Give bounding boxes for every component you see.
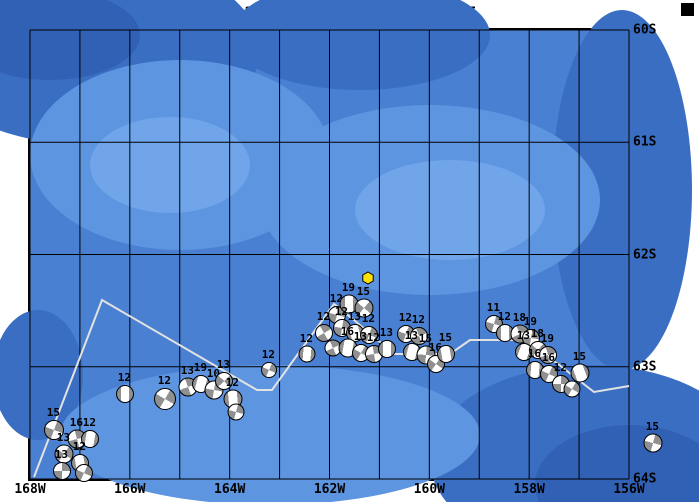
beachball-icon: [261, 362, 277, 378]
magnitude-label: 15: [572, 349, 586, 363]
beachball-icon: [44, 420, 64, 440]
magnitude-label: 13: [180, 363, 194, 377]
magnitude-label: 16: [428, 341, 442, 354]
beachball-icon: [227, 403, 245, 421]
x-tick-label: 156W: [613, 482, 645, 497]
beachball-icon: [81, 430, 99, 448]
magnitude-label: 12: [366, 331, 380, 344]
magnitude-label: 13: [404, 329, 418, 342]
bathy-dark-blob: [0, 310, 83, 440]
beachball-icon: [410, 327, 428, 345]
bathy-dark-blob: [230, 0, 490, 90]
bathy-lighter-blob: [355, 160, 545, 260]
magnitude-label: 13: [516, 329, 530, 342]
beachball-icon: [570, 363, 590, 383]
beachball-icon: [53, 462, 71, 480]
x-tick-label: 164W: [214, 482, 246, 497]
magnitude-label: 18: [512, 310, 526, 324]
x-tick-label: 166W: [114, 482, 146, 497]
beachball-icon: [563, 380, 581, 398]
magnitude-label: 19: [341, 280, 355, 294]
magnitude-label: 12: [316, 310, 330, 323]
x-tick-label: 168W: [14, 482, 46, 497]
y-tick-label: 60S: [633, 22, 657, 38]
magnitude-label: 10: [206, 366, 220, 380]
bathy-darker-blob: [0, 0, 140, 80]
magnitude-label: 12: [261, 348, 275, 361]
magnitude-label: 19: [523, 315, 537, 328]
y-tick-label: 64S: [633, 471, 657, 487]
magnitude-label: 15: [645, 419, 659, 433]
beachball-icon: [315, 324, 333, 342]
magnitude-label: 16: [340, 324, 354, 338]
beachball-icon: [298, 345, 316, 363]
magnitude-label: 19: [193, 361, 207, 374]
beachball-icon: [539, 346, 557, 364]
magnitude-label: 12: [334, 305, 348, 318]
beachball-icon: [354, 298, 374, 318]
magnitude-label: 16: [527, 347, 541, 360]
focal-mechanism-layer: 15 16 12 13 12 13 12 12 13 19 10 13 12 12 12 12 12 19 15 12…: [30, 30, 663, 482]
beachball-icon: [643, 433, 663, 453]
magnitude-label: 13: [216, 358, 230, 371]
beachball-icon: [437, 345, 455, 363]
bathy-dark-blob: [552, 10, 692, 370]
beachball-icon: [75, 464, 93, 482]
y-tick-label: 62S: [633, 247, 657, 262]
magnitude-label: 12: [299, 331, 313, 345]
x-tick-label: 162W: [313, 482, 346, 497]
beachball-icon: [378, 340, 396, 358]
y-tick-label: 63S: [633, 359, 657, 375]
magnitude-label: 12: [225, 375, 239, 389]
magnitude-label: 12: [117, 371, 131, 384]
magnitude-label: 13: [379, 326, 393, 339]
magnitude-label: 13: [54, 448, 68, 461]
beachball-icon: [360, 326, 378, 344]
magnitude-label: 16: [69, 415, 83, 429]
magnitude-label: 12: [553, 361, 567, 374]
magnitude-label: 12: [82, 416, 96, 429]
black-square-marker: [681, 3, 694, 16]
x-tick-label: 158W: [513, 482, 545, 497]
magnitude-label: 12: [398, 311, 412, 324]
magnitude-label: 12: [411, 313, 425, 326]
magnitude-label: 12: [497, 310, 511, 323]
magnitude-label: 13: [347, 310, 361, 323]
beachball-icon: [215, 372, 233, 390]
magnitude-label: 15: [46, 406, 60, 419]
y-tick-label: 61S: [633, 134, 657, 150]
magnitude-label: 19: [540, 332, 554, 345]
magnitude-label: 12: [157, 374, 171, 387]
beachball-icon: [116, 385, 134, 403]
magnitude-label: 15: [438, 331, 452, 344]
beachball-icon: [154, 388, 176, 410]
event-epicenter-marker: [362, 271, 374, 285]
x-tick-label: 160W: [413, 482, 445, 497]
magnitude-label: 18: [530, 327, 544, 340]
magnitude-label: 16: [541, 351, 555, 364]
magnitude-label: 12: [329, 292, 343, 305]
magnitude-label: 12: [361, 312, 375, 325]
magnitude-label: 12: [72, 440, 86, 453]
magnitude-label: 11: [486, 301, 500, 314]
magnitude-label: 15: [356, 284, 370, 298]
magnitude-label: 13: [353, 330, 367, 343]
magnitude-label: 15: [418, 331, 432, 345]
magnitude-label: 13: [56, 430, 70, 444]
